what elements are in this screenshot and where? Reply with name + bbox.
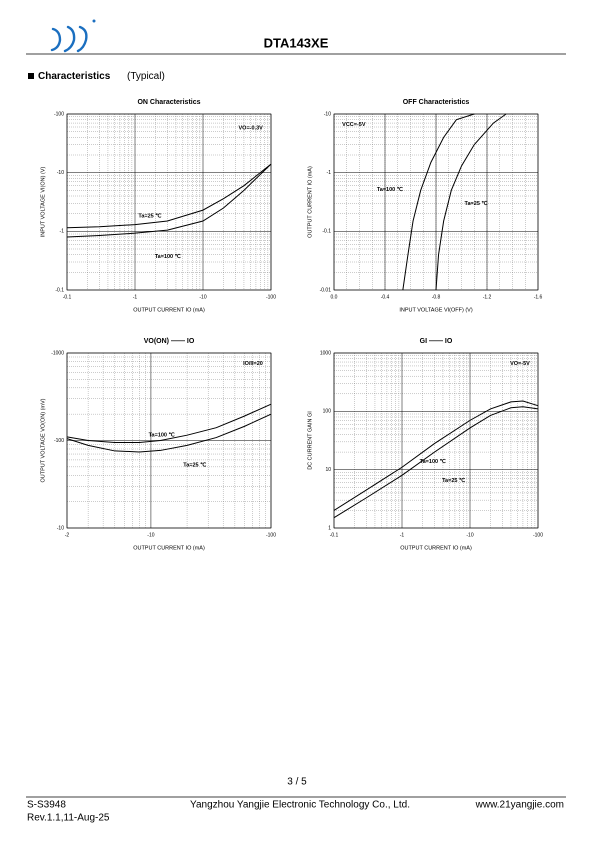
y-tick-label: 10 <box>325 467 331 473</box>
y-tick-label: -1 <box>60 229 65 235</box>
x-axis-label: OUTPUT CURRENT IO (mA) <box>133 545 205 551</box>
y-axis-label: INPUT VOLTAGE VI(ON) (V) <box>40 167 46 238</box>
y-axis-label: OUTPUT VOLTAGE VO(ON) (mV) <box>40 398 46 482</box>
series-line <box>435 113 507 291</box>
x-tick-label: -2 <box>65 532 70 538</box>
y-tick-label: -10 <box>57 525 64 531</box>
chart-title: OFF Characteristics <box>403 99 470 106</box>
y-tick-label: -10 <box>57 170 64 176</box>
y-tick-label: 1000 <box>320 350 331 356</box>
doc-number: S-S3948 <box>27 800 66 811</box>
series-label: Ta=100 ℃ <box>155 253 182 260</box>
chart: 0.0 -0.4 -0.8 -1.2 -1.6 -0.01 -0.1 -1 -10 OFF Cha… <box>307 99 542 314</box>
series-line <box>66 403 272 443</box>
part-number: DTA143XE <box>264 35 329 50</box>
x-tick-label: -1 <box>400 532 405 538</box>
series-line <box>66 413 272 453</box>
x-tick-label: -100 <box>533 532 543 538</box>
y-axis-label: DC CURRENT GAIN GI <box>307 411 313 470</box>
x-tick-label: -1.2 <box>483 294 492 300</box>
y-tick-label: -100 <box>54 111 64 117</box>
plot-area <box>66 113 272 291</box>
annotation: VO=-5V <box>510 361 530 367</box>
bullet <box>28 73 34 79</box>
chart-title: VO(ON) —— IO <box>144 338 195 345</box>
series-label: Ta=100 ℃ <box>377 186 404 193</box>
x-tick-label: -10 <box>466 532 473 538</box>
website: www.21yangjie.com <box>475 800 564 811</box>
x-tick-label: -10 <box>147 532 154 538</box>
series-label: Ta=25 ℃ <box>465 200 489 207</box>
logo <box>50 19 96 53</box>
x-tick-label: -10 <box>199 294 206 300</box>
x-axis-label: OUTPUT CURRENT IO (mA) <box>400 545 472 551</box>
series-label: Ta=25 ℃ <box>138 213 162 220</box>
plot-area <box>333 352 539 529</box>
x-axis-label: INPUT VOLTAGE VI(OFF) (V) <box>399 307 473 313</box>
x-tick-label: -0.1 <box>63 294 72 300</box>
chart: -0.1 -1 -10 -100 1 10 100 1000 GI —— IO OUTPUT CU… <box>307 338 543 552</box>
series-line <box>402 113 475 291</box>
x-tick-label: -100 <box>266 294 276 300</box>
y-tick-label: -0.1 <box>55 287 64 293</box>
x-tick-label: -0.8 <box>432 294 441 300</box>
series-line <box>333 406 539 519</box>
page-number: 3 / 5 <box>287 777 307 788</box>
x-tick-label: -1 <box>133 294 138 300</box>
section-note: (Typical) <box>127 71 165 82</box>
y-tick-label: 1 <box>328 525 331 531</box>
y-tick-label: -1 <box>327 170 332 176</box>
series-label: Ta=100 ℃ <box>420 458 447 465</box>
x-tick-label: -0.4 <box>381 294 390 300</box>
series-label: Ta=25 ℃ <box>183 461 207 468</box>
series-line <box>66 163 272 238</box>
x-tick-label: 0.0 <box>331 294 338 300</box>
series-label: Ta=25 ℃ <box>442 477 466 484</box>
series-line <box>66 163 272 229</box>
y-tick-label: -1000 <box>51 350 64 356</box>
x-axis-label: OUTPUT CURRENT IO (mA) <box>133 307 205 313</box>
chart-title: ON Characteristics <box>137 99 200 106</box>
series-line <box>333 400 539 511</box>
chart-title: GI —— IO <box>420 338 453 345</box>
y-tick-label: -0.01 <box>320 287 332 293</box>
chart: -0.1 -1 -10 -100 -0.1 -1 -10 -100 ON Characteris… <box>40 99 276 314</box>
y-tick-label: -0.1 <box>322 229 331 235</box>
x-tick-label: -1.6 <box>534 294 543 300</box>
x-tick-label: -100 <box>266 532 276 538</box>
y-axis-label: OUTPUT CURRENT IO (mA) <box>307 166 313 238</box>
y-tick-label: 100 <box>323 409 332 415</box>
section-title: Characteristics <box>38 71 111 82</box>
y-tick-label: -10 <box>324 111 331 117</box>
series-label: Ta=100 ℃ <box>149 432 176 439</box>
annotation: VO=-0.3V <box>239 126 264 132</box>
revision: Rev.1.1,11-Aug-25 <box>27 813 110 824</box>
company: Yangzhou Yangjie Electronic Technology C… <box>190 800 410 811</box>
annotation: VCC=-5V <box>342 122 366 128</box>
annotation: IO/II=20 <box>243 361 263 367</box>
y-tick-label: -100 <box>54 438 64 444</box>
x-tick-label: -0.1 <box>330 532 339 538</box>
